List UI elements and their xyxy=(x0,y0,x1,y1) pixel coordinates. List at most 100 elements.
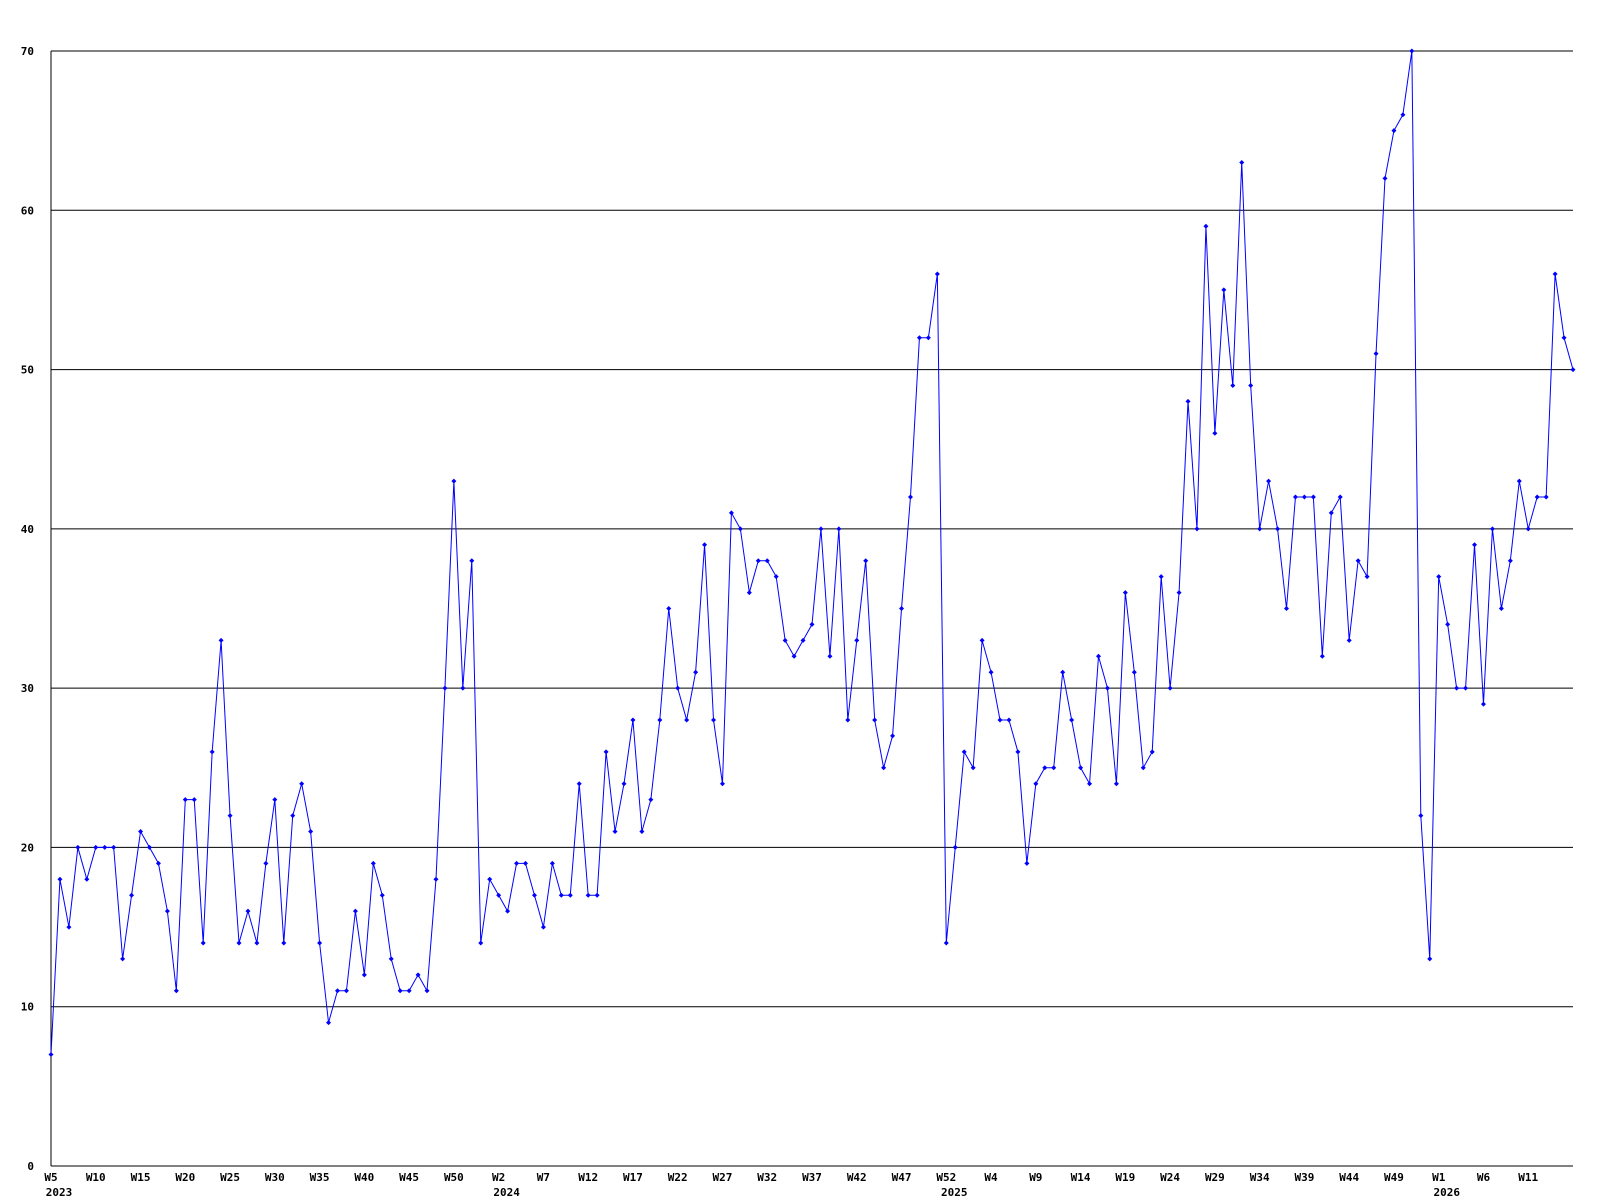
point xyxy=(182,797,188,803)
x-tick-label: W6 xyxy=(1477,1171,1491,1184)
point xyxy=(979,637,985,643)
x-tick-label: W17 xyxy=(623,1171,643,1184)
point xyxy=(1024,860,1030,866)
point xyxy=(1534,494,1540,500)
point xyxy=(1355,558,1361,564)
point xyxy=(1230,383,1236,388)
point xyxy=(1185,398,1191,404)
point xyxy=(111,844,117,850)
x-tick-label: W49 xyxy=(1384,1171,1404,1184)
point xyxy=(191,797,197,803)
x-tick-label: W40 xyxy=(354,1171,374,1184)
point xyxy=(1364,574,1370,580)
point xyxy=(925,335,931,341)
point xyxy=(1051,765,1057,771)
point xyxy=(1078,765,1084,771)
point xyxy=(138,829,144,834)
point xyxy=(48,1052,54,1057)
point xyxy=(827,653,833,659)
point xyxy=(630,717,636,723)
point xyxy=(146,844,152,850)
point xyxy=(1400,112,1406,118)
point xyxy=(84,876,90,882)
point xyxy=(1292,494,1298,500)
x-tick-label: W7 xyxy=(537,1171,550,1184)
y-tick-label: 30 xyxy=(21,682,34,695)
point xyxy=(531,892,537,898)
x-tick-label: W44 xyxy=(1339,1171,1359,1184)
point xyxy=(281,940,287,946)
point xyxy=(388,956,394,962)
point xyxy=(164,908,170,914)
x-tick-label: W1 xyxy=(1432,1171,1446,1184)
point xyxy=(75,844,81,850)
point xyxy=(540,924,546,930)
x-tick-label: W30 xyxy=(265,1171,285,1184)
point xyxy=(460,685,466,691)
point xyxy=(576,781,582,787)
x-tick-label: W42 xyxy=(847,1171,867,1184)
x-tick-label: W15 xyxy=(131,1171,151,1184)
point xyxy=(343,988,349,994)
point xyxy=(836,526,842,532)
point xyxy=(675,685,681,691)
point xyxy=(782,637,788,643)
point xyxy=(1266,478,1272,484)
x-tick-label: W47 xyxy=(892,1171,912,1184)
point xyxy=(523,860,529,866)
point xyxy=(308,829,314,834)
point xyxy=(317,940,323,946)
point xyxy=(1060,669,1066,675)
point xyxy=(1418,813,1424,819)
point xyxy=(1337,494,1343,500)
x-tick-label: W22 xyxy=(668,1171,688,1184)
point xyxy=(129,892,135,898)
point xyxy=(406,988,412,994)
x-tick-label: W10 xyxy=(86,1171,106,1184)
point xyxy=(1328,510,1334,516)
y-tick-label: 0 xyxy=(27,1160,34,1173)
point xyxy=(934,271,940,277)
point xyxy=(326,1020,332,1026)
point xyxy=(818,526,824,532)
x-year-label: 2023 xyxy=(46,1186,73,1199)
point xyxy=(854,637,860,643)
x-tick-label: W27 xyxy=(713,1171,733,1184)
point xyxy=(711,717,717,723)
point xyxy=(549,860,555,866)
point xyxy=(1525,526,1531,532)
point xyxy=(657,717,663,723)
point xyxy=(1427,956,1433,962)
point xyxy=(397,988,403,994)
point xyxy=(1391,128,1397,134)
point xyxy=(209,749,215,755)
point xyxy=(218,637,224,643)
point xyxy=(1033,781,1039,787)
point xyxy=(997,717,1003,723)
point xyxy=(585,892,591,898)
point xyxy=(451,478,457,484)
point xyxy=(1248,383,1254,388)
point xyxy=(970,765,976,771)
x-tick-label: W9 xyxy=(1029,1171,1042,1184)
point xyxy=(514,860,520,866)
point xyxy=(791,653,797,659)
x-tick-label: W11 xyxy=(1518,1171,1538,1184)
point xyxy=(415,972,421,978)
point xyxy=(693,669,699,675)
point xyxy=(1122,590,1128,596)
point xyxy=(1006,717,1012,723)
point xyxy=(621,781,627,787)
point xyxy=(961,749,967,755)
y-tick-label: 20 xyxy=(21,841,34,854)
point xyxy=(334,988,340,994)
point xyxy=(612,829,618,834)
point xyxy=(272,797,278,803)
point xyxy=(1570,367,1576,373)
point xyxy=(1275,526,1281,532)
x-tick-label: W4 xyxy=(984,1171,998,1184)
point xyxy=(1498,606,1504,611)
point xyxy=(988,669,994,675)
point xyxy=(1158,574,1164,580)
x-tick-label: W45 xyxy=(399,1171,419,1184)
